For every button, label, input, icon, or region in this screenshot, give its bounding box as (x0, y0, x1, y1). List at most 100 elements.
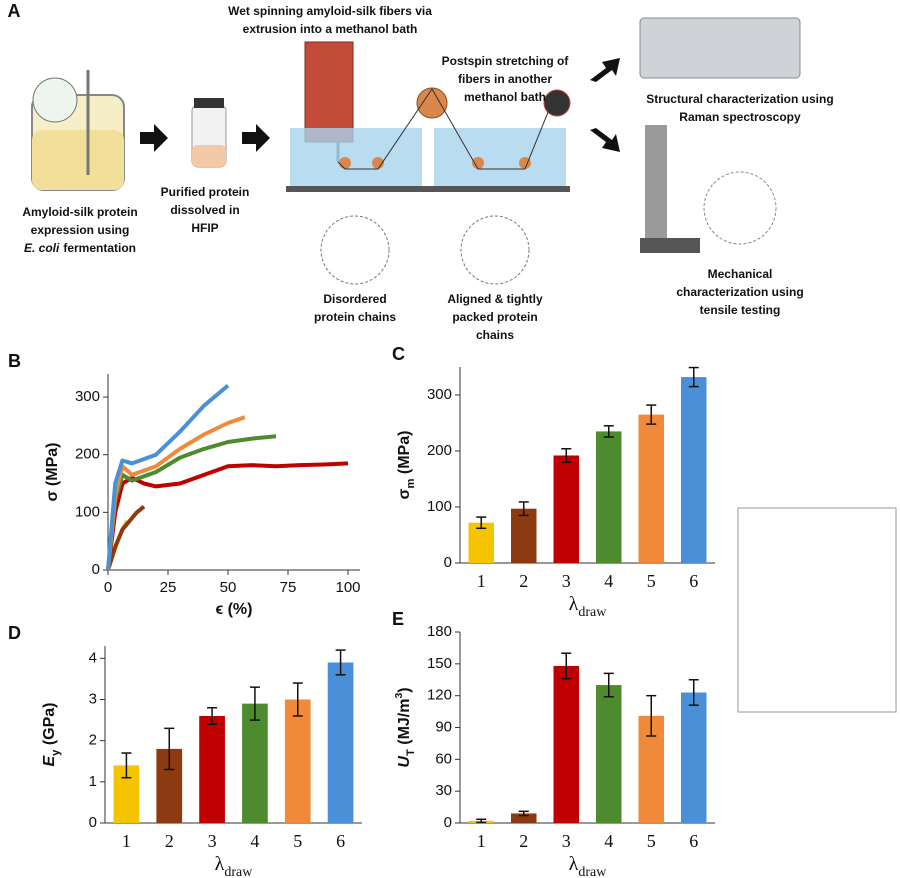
arrow (242, 124, 270, 152)
caption: dissolved in (170, 203, 239, 217)
x-tick-label: 0 (104, 579, 112, 596)
y-tick-label: 200 (75, 446, 100, 463)
line-series (106, 383, 230, 571)
label-part: (GPa) (41, 702, 58, 749)
axis-label: σ (MPa) (44, 443, 61, 502)
caption: E. coli fermentation (24, 241, 136, 255)
bath (290, 128, 422, 186)
roller (472, 157, 484, 169)
inset (460, 215, 530, 285)
y-tick-label: 4 (89, 649, 97, 666)
caption: expression using (31, 223, 130, 237)
caption: Structural characterization using (646, 92, 833, 106)
vial-cap (194, 98, 224, 108)
caption: characterization using (676, 285, 803, 299)
y-tick-label: 1 (89, 773, 97, 790)
caption: extrusion into a methanol bath (243, 22, 418, 36)
y-tick-label: 300 (75, 388, 100, 405)
bar (199, 715, 225, 823)
bar (681, 377, 707, 563)
bar (681, 692, 707, 823)
x-tick-label: 5 (647, 571, 656, 591)
line-series (106, 415, 246, 571)
x-tick-label: 25 (160, 579, 177, 596)
x-tick-label: 75 (280, 579, 297, 596)
roller (339, 157, 351, 169)
x-tick-label: 100 (335, 579, 360, 596)
bar (284, 699, 311, 823)
caption: Disordered (323, 292, 386, 306)
x-tick-label: 3 (562, 831, 571, 851)
fiber (337, 88, 558, 170)
caption: Raman spectroscopy (679, 110, 801, 124)
x-tick-label: 4 (250, 831, 259, 851)
spool (416, 87, 448, 119)
x-tick-label: 2 (165, 831, 174, 851)
label-part: ϵ (%) (216, 601, 253, 618)
arrow (590, 128, 620, 152)
axis-label: λdraw (215, 853, 254, 878)
caption: Purified protein (161, 185, 250, 199)
x-tick-label: 1 (477, 571, 486, 591)
line-series (106, 434, 277, 571)
label-part: draw (578, 605, 607, 620)
panel-letter: D (8, 623, 21, 643)
label-part: λ (569, 853, 579, 875)
x-tick-label: 6 (336, 831, 345, 851)
y-tick-label: 0 (444, 554, 452, 571)
magnifier (32, 77, 78, 123)
bar (596, 685, 622, 823)
y-tick-label: 3 (89, 690, 97, 707)
syringe-pump (304, 41, 354, 143)
axis-label: σm (MPa) (396, 431, 417, 500)
label-part: ) (396, 687, 413, 692)
panel-letter: E (392, 609, 404, 629)
caption: Aligned & tightly (447, 292, 543, 306)
y-tick-label: 2 (89, 732, 97, 749)
label-part: draw (578, 865, 607, 878)
label-part: σ (MPa) (44, 443, 61, 502)
line-series (106, 461, 349, 571)
x-tick-label: 1 (477, 831, 486, 851)
x-tick-label: 3 (208, 831, 217, 851)
x-tick-label: 6 (689, 571, 698, 591)
x-tick-label: 1 (122, 831, 131, 851)
caption: fibers in another (458, 72, 552, 86)
bar (511, 508, 537, 563)
bench (286, 186, 570, 192)
label-part: E (41, 755, 58, 767)
bar (468, 522, 494, 563)
y-tick-label: 0 (92, 561, 100, 578)
x-tick-label: 3 (562, 571, 571, 591)
y-tick-label: 180 (427, 623, 452, 640)
x-tick-label: 5 (647, 831, 656, 851)
axis-label: UT (MJ/m3) (394, 687, 417, 767)
bath (434, 128, 566, 186)
axis-label: ϵ (%) (216, 601, 253, 618)
label-part: (MJ/m (396, 699, 413, 750)
y-tick-label: 100 (75, 503, 100, 520)
x-tick-label: 4 (604, 571, 613, 591)
x-tick-label: 4 (604, 831, 613, 851)
axis-label: λdraw (569, 593, 608, 620)
caption: HFIP (191, 221, 218, 235)
bar (553, 665, 579, 823)
tensile-frame (645, 125, 667, 250)
bar (242, 703, 268, 823)
tensile-base (640, 238, 700, 253)
arrow (140, 124, 168, 152)
panel-letter: A (8, 1, 21, 21)
vial-liquid (192, 145, 226, 167)
caption: protein chains (314, 310, 396, 324)
bar (511, 813, 537, 823)
y-tick-label: 30 (435, 782, 452, 799)
y-tick-label: 60 (435, 750, 452, 767)
caption: Mechanical (708, 267, 773, 281)
y-tick-label: 0 (89, 814, 97, 831)
x-tick-label: 2 (519, 831, 528, 851)
y-tick-label: 200 (427, 442, 452, 459)
raman-instrument (639, 17, 801, 79)
label-part: draw (224, 865, 253, 878)
roller (519, 157, 531, 169)
